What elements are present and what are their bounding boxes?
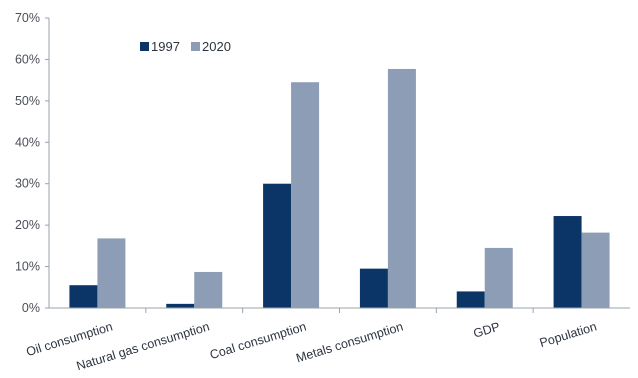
legend-label-1997: 1997 <box>151 39 180 54</box>
legend: 1997 2020 <box>140 39 231 54</box>
bar-2020-2 <box>194 271 223 308</box>
bar-2020-1 <box>97 238 126 308</box>
y-tick-label: 50% <box>15 94 40 108</box>
bar-1997-4 <box>359 268 388 308</box>
y-tick-label: 30% <box>15 177 40 191</box>
bar-2020-5 <box>484 247 513 308</box>
y-tick-label: 10% <box>15 260 40 274</box>
legend-swatch-2020 <box>191 42 200 51</box>
x-category-label: Metals consumption <box>294 319 404 365</box>
bars <box>69 68 610 308</box>
bar-1997-3 <box>263 183 292 308</box>
bar-2020-6 <box>581 232 610 308</box>
bar-1997-2 <box>166 303 195 308</box>
bar-1997-6 <box>553 216 582 308</box>
y-tick-label: 60% <box>15 52 40 66</box>
bar-1997-5 <box>456 291 485 308</box>
y-axis: 0% 10% 20% 30% 40% 50% 60% 70% <box>15 11 50 315</box>
x-category-label: GDP <box>472 319 502 340</box>
bar-2020-4 <box>387 68 416 308</box>
y-tick-label: 40% <box>15 135 40 149</box>
x-category-label: Population <box>538 319 599 350</box>
legend-swatch-1997 <box>140 42 149 51</box>
y-tick-label: 70% <box>15 11 40 25</box>
x-category-label: Coal consumption <box>208 319 308 362</box>
legend-label-2020: 2020 <box>202 39 231 54</box>
bar-1997-1 <box>69 285 98 308</box>
y-tick-label: 20% <box>15 218 40 232</box>
bar-2020-3 <box>291 82 320 308</box>
y-tick-label: 0% <box>22 301 40 315</box>
